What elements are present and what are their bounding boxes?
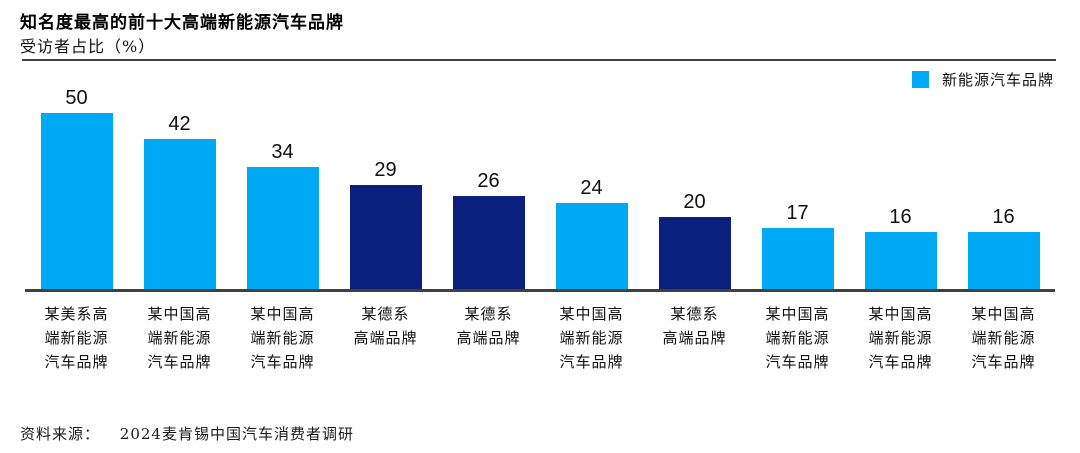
category-label-line: 某美系高: [44, 305, 109, 323]
bar-column: 17: [746, 88, 849, 289]
chart-subtitle: 受访者占比（%）: [20, 37, 156, 56]
bar: [658, 217, 731, 289]
category-label-line: 汽车品牌: [147, 353, 212, 371]
source-label: 资料来源：: [20, 425, 101, 443]
category-label: 某中国高端新能源汽车品牌: [540, 302, 643, 374]
category-label: 某中国高端新能源汽车品牌: [231, 302, 334, 374]
source-note: 资料来源： 2024麦肯锡中国汽车消费者调研: [20, 423, 354, 444]
bar-column: 29: [334, 88, 437, 289]
bar: [452, 196, 525, 289]
bar-column: 34: [231, 88, 334, 289]
bar-value-label: 34: [271, 141, 294, 163]
category-label: 某德系 高端品牌: [643, 302, 746, 374]
category-label-line: 高端品牌: [456, 329, 521, 347]
category-label-line: 汽车品牌: [868, 353, 933, 371]
bar-column: 16: [952, 88, 1055, 289]
category-label-line: 端新能源: [44, 329, 109, 347]
bar-value-label: 26: [477, 170, 500, 192]
category-label-line: 高端品牌: [353, 329, 418, 347]
bar-value-label: 42: [168, 113, 191, 135]
category-label-line: 某中国高: [559, 305, 624, 323]
category-label: 某中国高端新能源汽车品牌: [849, 302, 952, 374]
bar-value-label: 24: [580, 177, 603, 199]
bars-row: 50 42 34 29 26 24 20 17 16 16: [25, 88, 1055, 289]
category-label-line: 汽车品牌: [559, 353, 624, 371]
bar-column: 50: [25, 88, 128, 289]
category-label: 某美系高端新能源汽车品牌: [25, 302, 128, 374]
x-axis-labels: 某美系高 端新能源 汽车品牌 某中国高 端新能源 汽车品牌 某中国高 端新能源 汽车品牌 某德系高…: [25, 292, 1055, 374]
bar: [246, 167, 319, 289]
category-label-line: 某德系: [670, 305, 719, 323]
bar-column: 26: [437, 88, 540, 289]
bar-column: 16: [849, 88, 952, 289]
category-label-line: 汽车品牌: [250, 353, 315, 371]
category-label: 某中国高端新能源汽车品牌: [128, 302, 231, 374]
category-label-line: 某中国高: [868, 305, 933, 323]
category-label-line: 某德系: [464, 305, 513, 323]
bar-chart: 50 42 34 29 26 24 20 17 16 16 某美系高 端新能源 汽车品牌 某中国高 端新能…: [25, 88, 1055, 374]
bar-value-label: 29: [374, 159, 397, 181]
bar: [40, 113, 113, 289]
category-label-line: 某中国高: [250, 305, 315, 323]
bar: [967, 232, 1040, 289]
category-label-line: 端新能源: [868, 329, 933, 347]
bar-value-label: 16: [992, 206, 1015, 228]
category-label: 某中国高端新能源汽车品牌: [952, 302, 1055, 374]
category-label-line: 某中国高: [147, 305, 212, 323]
category-label-line: 端新能源: [971, 329, 1036, 347]
category-label-line: 端新能源: [559, 329, 624, 347]
x-axis-line: [25, 289, 1055, 292]
category-label-line: 汽车品牌: [44, 353, 109, 371]
bar-column: 42: [128, 88, 231, 289]
category-label: 某中国高端新能源汽车品牌: [746, 302, 849, 374]
category-label-line: 端新能源: [250, 329, 315, 347]
source-text: 2024麦肯锡中国汽车消费者调研: [119, 425, 354, 443]
legend: 新能源汽车品牌: [911, 69, 1054, 90]
bar-column: 20: [643, 88, 746, 289]
category-label: 某德系 高端品牌: [334, 302, 437, 374]
legend-swatch-icon: [911, 71, 929, 88]
category-label-line: 高端品牌: [662, 329, 727, 347]
legend-label: 新能源汽车品牌: [941, 71, 1054, 89]
category-label-line: 汽车品牌: [971, 353, 1036, 371]
category-label-line: 端新能源: [765, 329, 830, 347]
category-label-line: 某中国高: [765, 305, 830, 323]
category-label-line: 端新能源: [147, 329, 212, 347]
header-divider: [22, 59, 1056, 61]
bar: [143, 139, 216, 289]
category-label: 某德系 高端品牌: [437, 302, 540, 374]
bar-value-label: 50: [65, 87, 88, 109]
category-label-line: 某德系: [361, 305, 410, 323]
chart-title: 知名度最高的前十大高端新能源汽车品牌: [20, 13, 344, 33]
bar-column: 24: [540, 88, 643, 289]
bar: [761, 228, 834, 289]
bar-value-label: 20: [683, 191, 706, 213]
category-label-line: 某中国高: [971, 305, 1036, 323]
category-label-line: 汽车品牌: [765, 353, 830, 371]
bar: [349, 185, 422, 289]
bar: [864, 232, 937, 289]
bar-value-label: 16: [889, 206, 912, 228]
bar-value-label: 17: [786, 202, 809, 224]
bar: [555, 203, 628, 289]
